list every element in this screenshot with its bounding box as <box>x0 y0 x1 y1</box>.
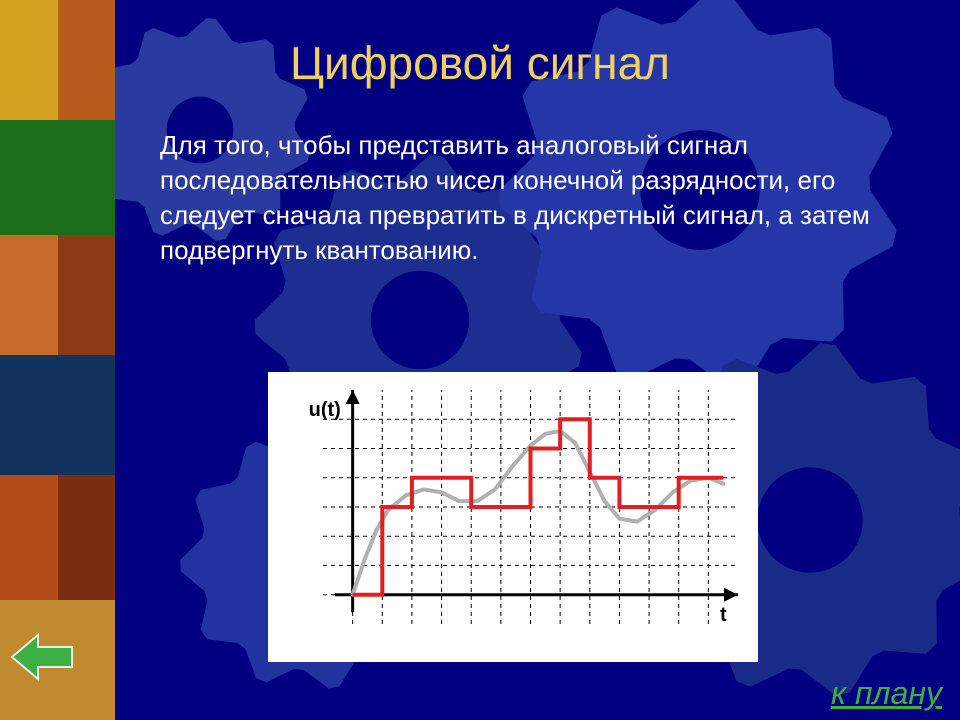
left-decor-strip <box>0 0 115 720</box>
slide: Цифровой сигнал Для того, чтобы представ… <box>0 0 960 720</box>
decor-patch <box>58 235 115 355</box>
slide-title: Цифровой сигнал <box>0 36 960 90</box>
decor-patch <box>0 475 58 600</box>
svg-text:u(t): u(t) <box>309 399 341 421</box>
decor-patch <box>0 355 115 475</box>
signal-chart: u(t) t <box>268 372 758 662</box>
decor-patch <box>58 475 115 600</box>
back-button[interactable] <box>8 629 76 690</box>
decor-patch <box>0 235 58 355</box>
decor-patch <box>0 120 115 235</box>
svg-text:t: t <box>720 604 727 626</box>
slide-body-text: Для того, чтобы представить аналоговый с… <box>160 128 910 268</box>
plan-link[interactable]: к плану <box>831 675 942 712</box>
arrow-left-icon <box>8 629 76 685</box>
